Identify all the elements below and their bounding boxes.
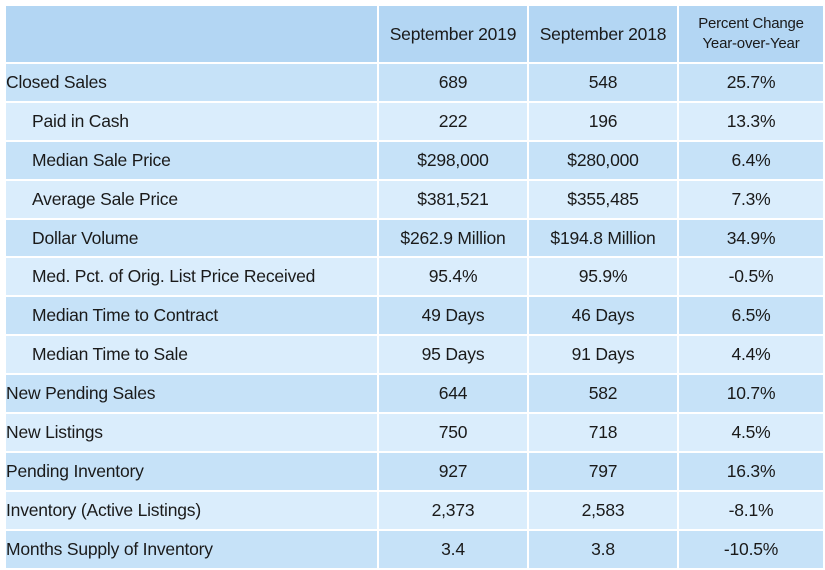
- market-stats-table: September 2019 September 2018 Percent Ch…: [4, 4, 825, 570]
- row-label: Inventory (Active Listings): [6, 491, 377, 529]
- header-corner-cell: [6, 6, 377, 62]
- table-row: New Pending Sales 644 582 10.7%: [6, 375, 823, 413]
- value-september-2018: 548: [529, 64, 677, 101]
- value-september-2018: 797: [529, 452, 677, 490]
- value-september-2018: $355,485: [529, 180, 677, 218]
- row-label: Median Time to Contract: [6, 297, 377, 335]
- value-september-2018: 718: [529, 414, 677, 451]
- table-row: Paid in Cash 222 196 13.3%: [6, 102, 823, 140]
- row-label: Paid in Cash: [6, 102, 377, 140]
- column-header-percent-change: Percent Change Year-over-Year: [679, 6, 823, 62]
- value-percent-change: -8.1%: [679, 491, 823, 529]
- row-label: Med. Pct. of Orig. List Price Received: [6, 258, 377, 296]
- column-header-september-2019: September 2019: [379, 6, 527, 62]
- value-percent-change: 34.9%: [679, 219, 823, 257]
- value-percent-change: 6.4%: [679, 141, 823, 179]
- value-september-2019: 49 Days: [379, 297, 527, 335]
- value-september-2019: 222: [379, 102, 527, 140]
- value-september-2019: 95 Days: [379, 336, 527, 374]
- value-september-2018: 46 Days: [529, 297, 677, 335]
- header-row: September 2019 September 2018 Percent Ch…: [6, 6, 823, 62]
- column-header-september-2018: September 2018: [529, 6, 677, 62]
- value-september-2018: 95.9%: [529, 258, 677, 296]
- value-september-2019: 2,373: [379, 491, 527, 529]
- value-percent-change: 7.3%: [679, 180, 823, 218]
- value-september-2019: $381,521: [379, 180, 527, 218]
- value-percent-change: 16.3%: [679, 452, 823, 490]
- row-label: Dollar Volume: [6, 219, 377, 257]
- table-body: Closed Sales 689 548 25.7% Paid in Cash …: [6, 64, 823, 568]
- value-september-2018: 3.8: [529, 530, 677, 568]
- value-september-2019: 644: [379, 375, 527, 413]
- value-september-2019: 750: [379, 414, 527, 451]
- row-label: Closed Sales: [6, 64, 377, 101]
- value-september-2019: 3.4: [379, 530, 527, 568]
- value-september-2019: 689: [379, 64, 527, 101]
- value-september-2018: $280,000: [529, 141, 677, 179]
- row-label: Average Sale Price: [6, 180, 377, 218]
- value-percent-change: -0.5%: [679, 258, 823, 296]
- table-row: Average Sale Price $381,521 $355,485 7.3…: [6, 180, 823, 218]
- row-label: New Pending Sales: [6, 375, 377, 413]
- table-row: Inventory (Active Listings) 2,373 2,583 …: [6, 491, 823, 529]
- value-percent-change: 25.7%: [679, 64, 823, 101]
- value-september-2018: 582: [529, 375, 677, 413]
- table-row: Median Time to Sale 95 Days 91 Days 4.4%: [6, 336, 823, 374]
- value-september-2019: 95.4%: [379, 258, 527, 296]
- value-percent-change: 10.7%: [679, 375, 823, 413]
- value-percent-change: 4.4%: [679, 336, 823, 374]
- table-row: Med. Pct. of Orig. List Price Received 9…: [6, 258, 823, 296]
- percent-change-line-2: Year-over-Year: [702, 35, 800, 52]
- value-september-2018: 196: [529, 102, 677, 140]
- row-label: Months Supply of Inventory: [6, 530, 377, 568]
- value-september-2018: $194.8 Million: [529, 219, 677, 257]
- table-row: Pending Inventory 927 797 16.3%: [6, 452, 823, 490]
- value-percent-change: 4.5%: [679, 414, 823, 451]
- table-row: Months Supply of Inventory 3.4 3.8 -10.5…: [6, 530, 823, 568]
- table-row: Median Sale Price $298,000 $280,000 6.4%: [6, 141, 823, 179]
- row-label: Pending Inventory: [6, 452, 377, 490]
- row-label: New Listings: [6, 414, 377, 451]
- row-label: Median Time to Sale: [6, 336, 377, 374]
- value-september-2019: 927: [379, 452, 527, 490]
- table-row: Median Time to Contract 49 Days 46 Days …: [6, 297, 823, 335]
- row-label: Median Sale Price: [6, 141, 377, 179]
- table-header: September 2019 September 2018 Percent Ch…: [6, 6, 823, 62]
- table-row: Dollar Volume $262.9 Million $194.8 Mill…: [6, 219, 823, 257]
- value-percent-change: 13.3%: [679, 102, 823, 140]
- percent-change-line-1: Percent Change: [698, 15, 804, 32]
- table-row: Closed Sales 689 548 25.7%: [6, 64, 823, 101]
- value-september-2019: $262.9 Million: [379, 219, 527, 257]
- value-september-2018: 2,583: [529, 491, 677, 529]
- value-percent-change: -10.5%: [679, 530, 823, 568]
- value-percent-change: 6.5%: [679, 297, 823, 335]
- value-september-2019: $298,000: [379, 141, 527, 179]
- value-september-2018: 91 Days: [529, 336, 677, 374]
- table-row: New Listings 750 718 4.5%: [6, 414, 823, 451]
